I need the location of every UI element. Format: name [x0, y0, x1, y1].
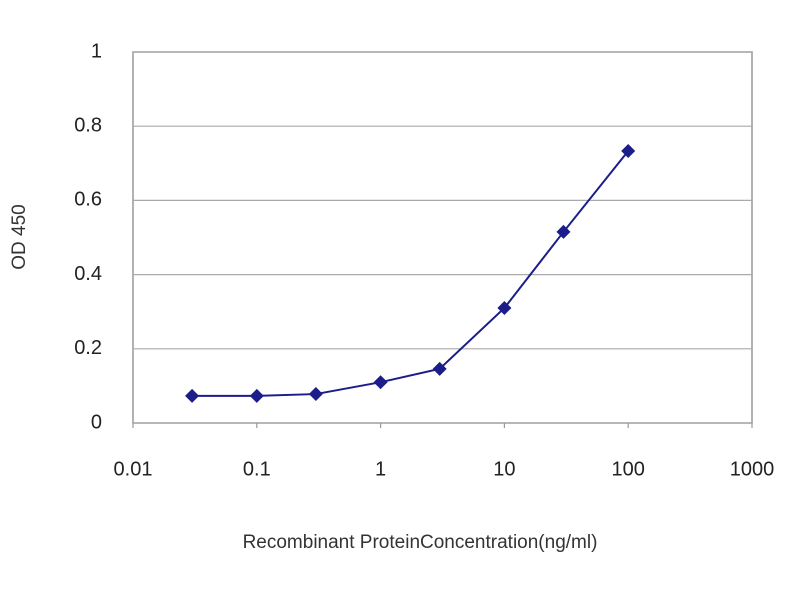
- x-tick-label: 0.01: [114, 458, 153, 480]
- data-point: [249, 388, 264, 403]
- y-tick-label: 0.2: [74, 337, 102, 359]
- x-axis-title: Recombinant ProteinConcentration(ng/ml): [243, 532, 598, 553]
- data-point: [432, 361, 447, 376]
- data-line: [192, 150, 629, 397]
- data-point: [556, 224, 571, 239]
- data-point: [308, 387, 323, 402]
- x-tick-label: 10: [493, 458, 515, 480]
- y-tick-label: 0.8: [74, 114, 102, 136]
- y-tick-label: 0: [91, 411, 102, 433]
- x-tick-label: 1000: [730, 458, 775, 480]
- x-tick-label: 100: [612, 458, 645, 480]
- x-tick-label: 0.1: [243, 458, 271, 480]
- x-tick-label: 1: [375, 458, 386, 480]
- data-point: [497, 300, 512, 315]
- y-tick-label: 0.4: [74, 263, 102, 285]
- data-point: [621, 144, 636, 159]
- y-axis-title: OD 450: [9, 204, 30, 269]
- data-point: [185, 388, 200, 403]
- y-tick-label: 0.6: [74, 189, 102, 211]
- y-tick-label: 1: [91, 40, 102, 62]
- data-point: [373, 375, 388, 390]
